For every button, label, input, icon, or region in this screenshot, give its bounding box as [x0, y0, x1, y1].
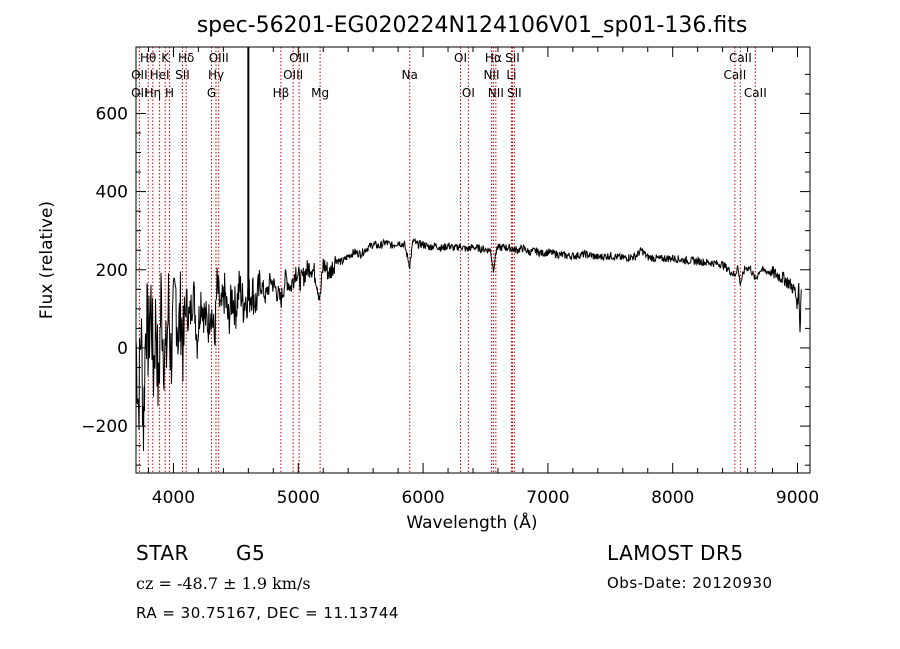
coordinates: RA = 30.75167, DEC = 11.13744	[136, 604, 399, 622]
y-tick-label-3: 400	[96, 183, 128, 203]
line-label-27: CaII	[744, 86, 767, 100]
plot-frame	[135, 46, 811, 474]
x-tick-label-1: 5000	[277, 488, 320, 508]
line-label-10: Hγ	[208, 68, 224, 82]
line-label-4: Hη	[145, 86, 162, 100]
line-label-8: SII	[175, 68, 190, 82]
survey-name: LAMOST DR5	[607, 541, 744, 565]
line-label-0: Hθ	[140, 51, 156, 65]
line-label-11: G	[207, 86, 216, 100]
line-label-20: NII	[483, 68, 499, 82]
line-label-26: CaII	[723, 68, 746, 82]
emission-line-markers	[138, 47, 756, 473]
line-label-6: H	[165, 86, 174, 100]
line-label-14: Hβ	[273, 86, 290, 100]
line-label-16: Na	[402, 68, 418, 82]
plot-axes: 4000 5000 6000 7000 8000 9000 −200 0 200 400 600	[81, 46, 819, 508]
object-type: STAR	[136, 541, 189, 565]
y-axis-label: Flux (relative)	[37, 201, 57, 319]
line-label-7: Hδ	[178, 51, 194, 65]
line-label-24: SII	[507, 86, 522, 100]
line-label-1: OII	[131, 68, 148, 82]
line-label-15: Mg	[311, 86, 329, 100]
x-tick-label-4: 8000	[651, 488, 694, 508]
line-label-18: OI	[462, 86, 475, 100]
line-label-21: NII	[488, 86, 504, 100]
redshift-text: cz = -48.7 ± 1.9 km/s	[136, 574, 311, 593]
flux-series	[135, 47, 802, 452]
y-tick-label-0: −200	[81, 417, 128, 437]
chart-title: spec-56201-EG020224N124106V01_sp01-136.f…	[197, 13, 748, 38]
x-tick-label-3: 7000	[526, 488, 569, 508]
x-axis-label: Wavelength (Å)	[406, 511, 537, 533]
line-label-9: OIII	[209, 51, 229, 65]
line-label-2: OII	[131, 86, 148, 100]
line-label-3: HeI	[150, 68, 170, 82]
x-tick-label-2: 6000	[401, 488, 444, 508]
line-label-23: Li	[506, 68, 516, 82]
line-label-22: SII	[505, 51, 520, 65]
line-label-19: Hα	[485, 51, 502, 65]
y-tick-label-1: 0	[117, 339, 128, 359]
line-label-25: CaII	[729, 51, 752, 65]
flux-line	[135, 237, 802, 452]
x-tick-label-5: 9000	[776, 488, 819, 508]
y-tick-label-4: 600	[96, 104, 128, 124]
line-label-17: OI	[454, 51, 467, 65]
y-tick-label-2: 200	[96, 261, 128, 281]
spectral-subclass: G5	[236, 541, 266, 565]
line-label-5: K	[161, 51, 170, 65]
line-label-12: OIII	[289, 51, 309, 65]
line-label-13: OIII	[283, 68, 303, 82]
observation-date: Obs-Date: 20120930	[607, 574, 773, 592]
x-tick-label-0: 4000	[152, 488, 195, 508]
